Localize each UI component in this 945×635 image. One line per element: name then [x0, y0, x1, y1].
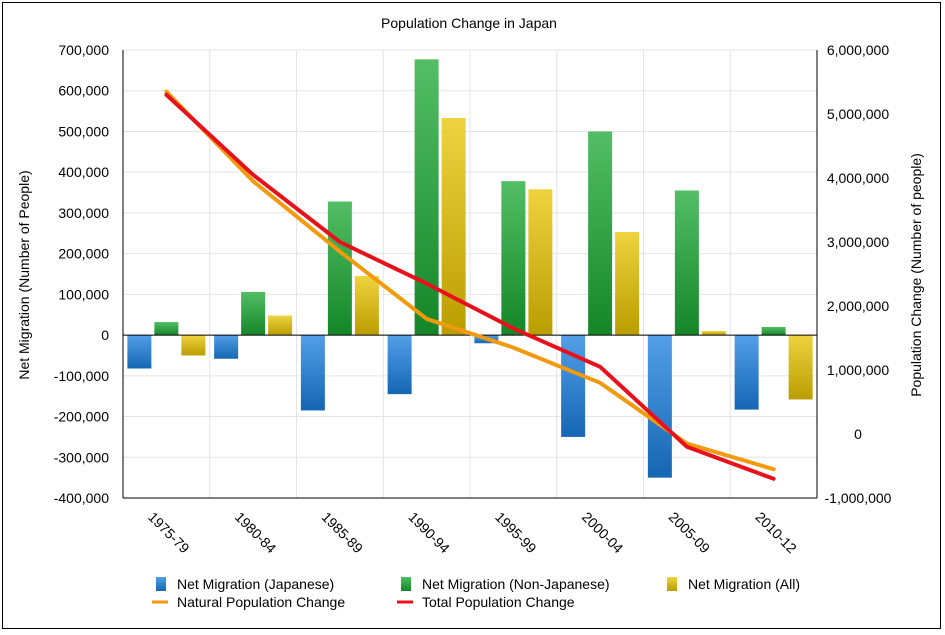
legend-swatch: [667, 577, 677, 591]
bar-net-migration-all-1980-84: [268, 315, 293, 336]
bar-net-migration-all-2010-12: [788, 335, 813, 400]
bar-net-migration-japanese-1985-89: [300, 335, 325, 411]
y-axis-label-left: Net Migration (Number of People): [16, 170, 32, 379]
chart-title: Population Change in Japan: [381, 15, 557, 31]
x-tick-label: 1975-79: [145, 509, 193, 557]
legend-item-net-migration-non-japanese: Net Migration (Non-Japanese): [401, 576, 610, 592]
bar-net-migration-all-2005-09: [701, 331, 726, 336]
legend-item-natural-population-change: Natural Population Change: [152, 594, 345, 610]
x-tick-label: 2010-12: [752, 509, 800, 557]
y-left-tick-label: 100,000: [58, 286, 109, 302]
legend-label: Natural Population Change: [177, 594, 345, 610]
bar-net-migration-non-japanese-1990-94: [414, 59, 439, 336]
x-tick-label: 1990-94: [405, 509, 453, 557]
y-right-tick-label: 6,000,000: [827, 42, 889, 58]
bar-net-migration-japanese-1980-84: [214, 335, 239, 359]
bar-net-migration-japanese-1975-79: [127, 335, 152, 369]
x-tick-label: 1995-99: [492, 509, 540, 557]
y-left-tick-label: 700,000: [58, 42, 109, 58]
bar-net-migration-non-japanese-1975-79: [154, 322, 179, 336]
bar-net-migration-non-japanese-1985-89: [327, 201, 352, 336]
y-right-tick-label: 5,000,000: [827, 106, 889, 122]
x-tick-label: 1985-89: [319, 509, 367, 557]
bar-net-migration-all-2000-04: [615, 232, 640, 336]
legend-label: Net Migration (All): [688, 576, 800, 592]
legend-label: Net Migration (Non-Japanese): [422, 576, 610, 592]
bar-net-migration-all-1995-99: [528, 189, 553, 336]
bar-net-migration-japanese-2005-09: [647, 335, 672, 478]
bar-net-migration-non-japanese-2005-09: [674, 190, 699, 336]
legend-swatch: [401, 577, 411, 591]
bar-net-migration-all-1985-89: [354, 276, 379, 336]
lines: [164, 89, 776, 481]
ticks: -400,000 -300,000 -200,000 -100,000 0 100,000…: [54, 42, 892, 556]
y-left-tick-label: 200,000: [58, 246, 109, 262]
legend-item-net-migration-all: Net Migration (All): [667, 576, 800, 592]
legend-label: Total Population Change: [422, 594, 575, 610]
y-axis-label-right: Population Change (Number of people): [908, 153, 924, 397]
y-left-tick-label: 400,000: [58, 164, 109, 180]
bar-net-migration-non-japanese-2000-04: [588, 131, 613, 336]
y-right-tick-label: 4,000,000: [827, 170, 889, 186]
legend-item-total-population-change: Total Population Change: [397, 594, 575, 610]
legend: Net Migration (Japanese) Net Migration (N…: [152, 576, 800, 610]
y-right-tick-label: 1,000,000: [827, 362, 889, 378]
bar-net-migration-non-japanese-2010-12: [761, 326, 786, 336]
chart: Population Change in Japan -400,000 -300,…: [16, 15, 924, 610]
legend-item-net-migration-japanese: Net Migration (Japanese): [156, 576, 334, 592]
legend-swatch: [156, 577, 166, 591]
y-left-tick-label: 300,000: [58, 205, 109, 221]
legend-label: Net Migration (Japanese): [177, 576, 334, 592]
y-left-tick-label: 500,000: [58, 123, 109, 139]
bar-net-migration-all-1975-79: [181, 335, 206, 356]
bar-net-migration-non-japanese-1995-99: [501, 181, 526, 336]
y-right-tick-label: 2,000,000: [827, 298, 889, 314]
grid: [123, 49, 817, 499]
y-left-tick-label: -100,000: [54, 368, 109, 384]
line-total-population-change: [164, 92, 776, 481]
x-tick-label: 1980-84: [232, 509, 280, 557]
bar-net-migration-japanese-1990-94: [387, 335, 412, 395]
y-left-tick-label: -400,000: [54, 490, 109, 506]
y-right-tick-label: 3,000,000: [827, 234, 889, 250]
y-right-tick-label: -1,000,000: [825, 490, 892, 506]
y-left-tick-label: 600,000: [58, 83, 109, 99]
bars: [127, 59, 813, 478]
x-tick-label: 2005-09: [666, 509, 714, 557]
bar-net-migration-non-japanese-1980-84: [241, 291, 266, 336]
y-left-tick-label: 0: [101, 327, 109, 343]
y-left-tick-label: -200,000: [54, 409, 109, 425]
x-tick-label: 2000-04: [579, 509, 627, 557]
y-right-tick-label: 0: [854, 426, 862, 442]
y-left-tick-label: -300,000: [54, 449, 109, 465]
bar-net-migration-japanese-2010-12: [734, 335, 759, 410]
